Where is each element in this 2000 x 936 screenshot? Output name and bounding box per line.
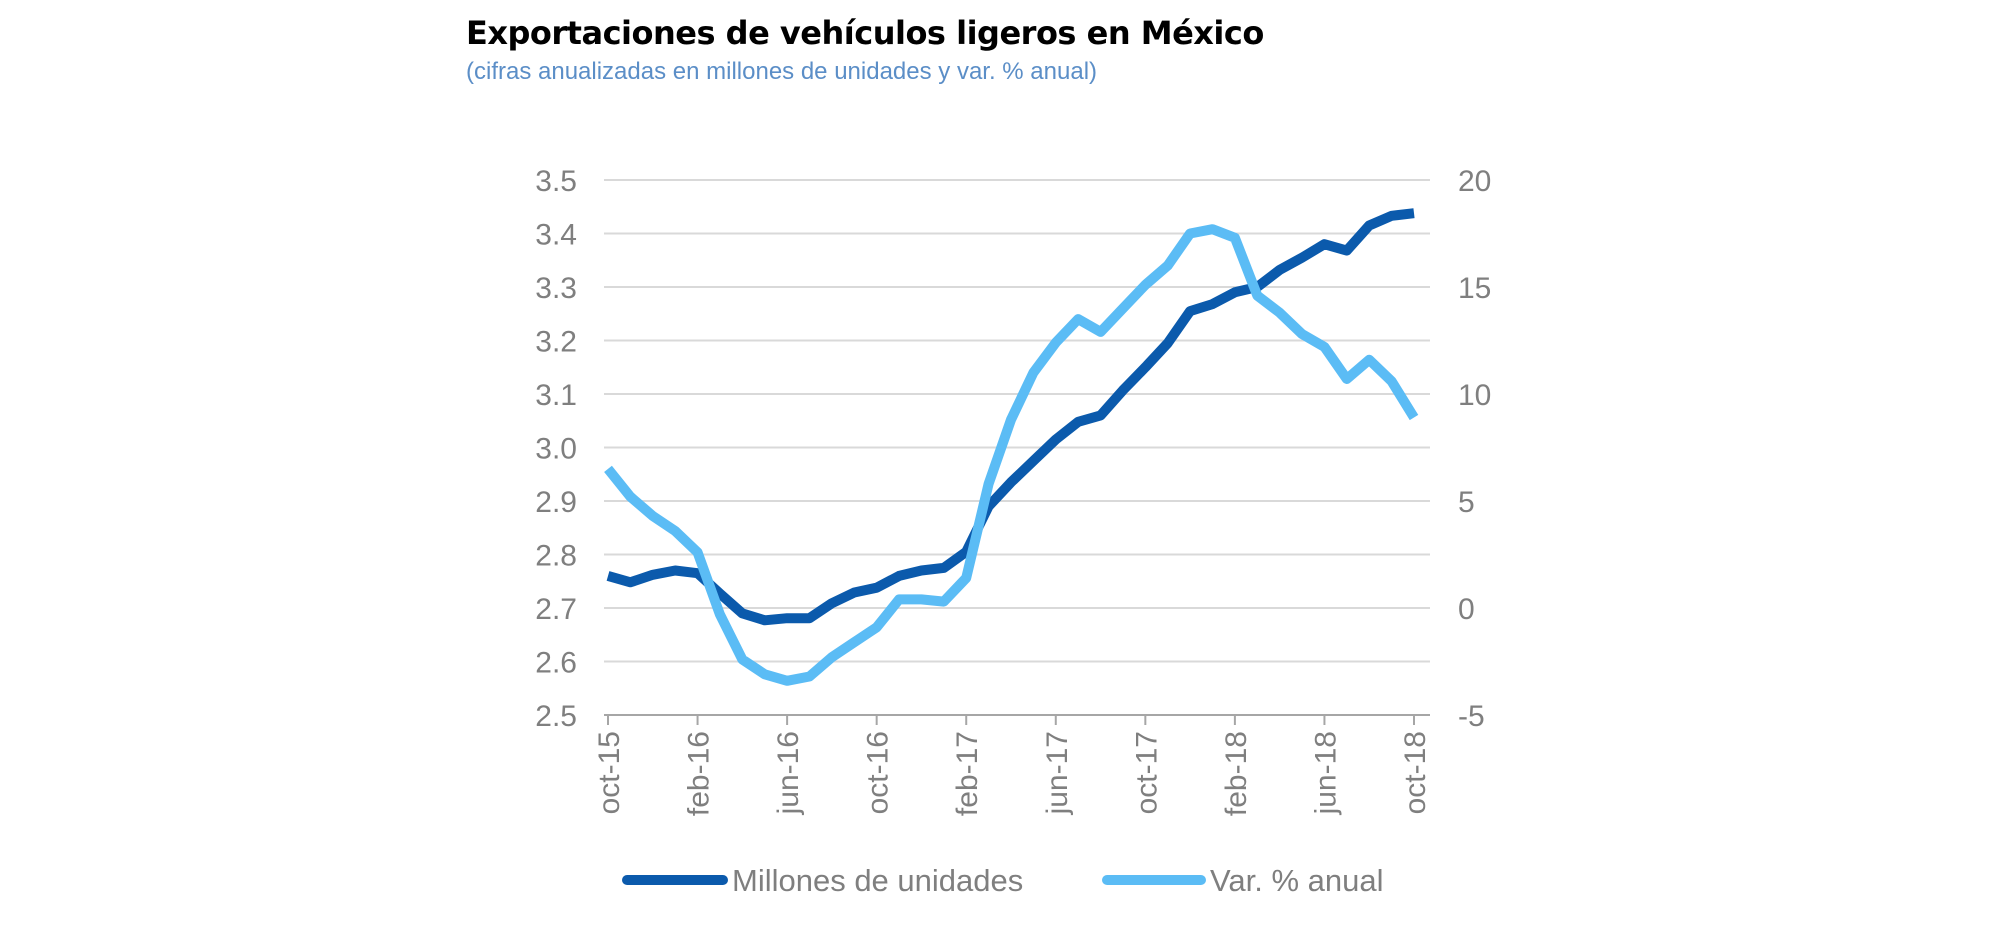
x-tick-label: jun-16	[772, 731, 805, 815]
left-y-axis-tick-labels: 2.5 2.6 2.7 2.8 2.9 3.0 3.1 3.2 3.3 3.4 3.5	[535, 165, 577, 733]
left-y-tick-label: 3.4	[535, 219, 577, 252]
x-tick-label: feb-17	[951, 731, 984, 816]
left-y-tick-label: 2.9	[535, 486, 577, 519]
right-y-tick-label: 15	[1458, 272, 1491, 305]
x-tick-label: oct-18	[1399, 731, 1432, 814]
right-y-tick-label: 10	[1458, 379, 1491, 412]
left-y-tick-label: 2.8	[535, 540, 577, 573]
x-tick-label: jun-17	[1041, 731, 1074, 815]
series-line-millones-de-unidades	[606, 208, 1415, 626]
series-line-var-anual	[604, 224, 1419, 686]
legend-label: Var. % anual	[1210, 863, 1383, 898]
x-tick-label: oct-16	[862, 731, 895, 814]
right-y-tick-label: 20	[1458, 165, 1491, 198]
left-y-tick-label: 2.6	[535, 647, 577, 680]
x-tick-label: jun-18	[1309, 731, 1342, 815]
left-y-tick-label: 3.5	[535, 165, 577, 198]
left-y-tick-label: 3.2	[535, 326, 577, 359]
x-tick-label: feb-16	[683, 731, 716, 816]
right-y-axis-tick-labels: -5 0 5 10 15 20	[1458, 165, 1491, 733]
right-y-tick-label: 0	[1458, 593, 1475, 626]
x-axis-tick-labels: oct-15 feb-16 jun-16 oct-16 feb-17 jun-17 oct-…	[593, 731, 1432, 816]
x-tick-label: feb-18	[1220, 731, 1253, 816]
left-y-tick-label: 3.3	[535, 272, 577, 305]
left-y-tick-label: 3.0	[535, 433, 577, 466]
x-tick-label: oct-17	[1130, 731, 1163, 814]
left-y-tick-label: 3.1	[535, 379, 577, 412]
right-y-tick-label: 5	[1458, 486, 1475, 519]
x-tick-label: oct-15	[593, 731, 626, 814]
chart-subtitle: (cifras anualizadas en millones de unida…	[466, 58, 1098, 85]
legend: Millones de unidades Var. % anual	[622, 863, 1383, 898]
left-y-tick-label: 2.7	[535, 593, 577, 626]
chart-title: Exportaciones de vehículos ligeros en Mé…	[466, 14, 1264, 52]
left-y-tick-label: 2.5	[535, 700, 577, 733]
gridlines	[604, 179, 1430, 663]
legend-label: Millones de unidades	[732, 863, 1023, 898]
series-lines	[604, 208, 1419, 686]
axes	[604, 714, 1430, 725]
right-y-tick-label: -5	[1458, 700, 1485, 733]
